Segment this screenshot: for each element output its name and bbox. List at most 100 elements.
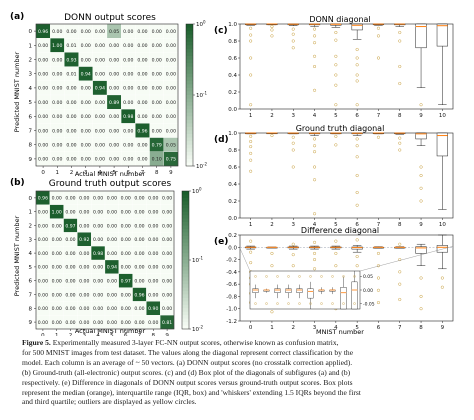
heatmap-b-cell-label: 0.00 — [121, 292, 131, 298]
colorbar-a-segment — [186, 95, 193, 100]
heatmap-a-x-tick-label: 4 — [98, 170, 102, 176]
boxplot-c-outlier — [334, 54, 338, 58]
heatmap-a-cell-label: 0.00 — [38, 157, 48, 163]
boxplot-e-outlier — [355, 254, 359, 259]
heatmap-a-cell-label: 0.00 — [137, 72, 147, 78]
colorbar-b-segment — [182, 273, 189, 278]
inset-e-y-tick-label: 0.05 — [363, 274, 373, 280]
colorbar-a-segment — [186, 119, 193, 124]
inset-e-outlier — [287, 275, 290, 278]
boxplot-d-outlier — [291, 165, 295, 169]
heatmap-b-y-tick-label: 1 — [29, 210, 33, 216]
heatmap-b-cell-label: 0.00 — [121, 320, 131, 326]
heatmap-b-cell-label: 0.97 — [121, 279, 131, 285]
boxplot-e-outlier — [334, 251, 338, 255]
boxplot-d-outlier — [419, 173, 423, 178]
heatmap-b-cell-label: 0.00 — [52, 251, 62, 257]
colorbar-b-tick-label: 10-2 — [192, 325, 203, 334]
heatmap-a-cell-label: 0.75 — [166, 157, 176, 163]
heatmap-a-y-tick-label: 5 — [29, 100, 33, 106]
heatmap-b-cell-label: 0.00 — [79, 320, 89, 326]
heatmap-b-cell-label: 0.00 — [121, 223, 131, 229]
inset-e-y-tick-label: 0.00 — [363, 288, 373, 294]
boxplot-d-x-tick-label: 3 — [292, 222, 296, 228]
boxplot-c-outlier — [355, 79, 359, 83]
heatmap-b-cell-label: 0.00 — [162, 265, 172, 271]
heatmap-a-cell-label: 0.00 — [52, 86, 62, 92]
heatmap-a-cell-label: 0.00 — [52, 100, 62, 106]
boxplot-e-y-tick-label: -0.6 — [226, 282, 237, 288]
boxplot-d-outlier — [334, 143, 338, 147]
boxplot-e-outlier — [313, 251, 317, 255]
heatmap-a-cell-label: 0.00 — [166, 29, 176, 35]
heatmap-a-cell-label: 0.00 — [38, 143, 48, 149]
heatmap-b-cell-label: 0.97 — [65, 223, 75, 229]
heatmap-a-cell-label: 0.00 — [38, 86, 48, 92]
inset-e-outlier — [320, 275, 323, 278]
colorbar-b-segment — [182, 228, 189, 233]
heatmap-a-cell-label: 0.00 — [166, 72, 176, 78]
boxplot-e-outlier — [398, 242, 402, 246]
heatmap-a-y-tick-label: 9 — [29, 157, 33, 163]
boxplot-c-x-tick-label: 9 — [419, 113, 423, 119]
heatmap-a-cell-label: 0.00 — [66, 114, 76, 120]
boxplot-c-y-tick-label: 0.4 — [228, 73, 237, 79]
boxplot-c-outlier — [249, 103, 253, 107]
heatmap-b-cell-label: 0.00 — [79, 223, 89, 229]
boxplot-d-y-tick-label: 0.2 — [228, 199, 237, 205]
inset-e-outlier — [265, 302, 268, 305]
heatmap-a-cell-label: 0.00 — [81, 114, 91, 120]
heatmap-b-cell-label: 0.00 — [65, 196, 75, 202]
inset-e-box — [351, 281, 358, 310]
panel-a-xlabel: Actual MNIST number — [75, 170, 146, 178]
boxplot-d-y-tick-label: 0.0 — [228, 216, 237, 222]
heatmap-a-cell-label: 0.00 — [95, 114, 105, 120]
heatmap-a-cell-label: 0.00 — [81, 57, 91, 63]
heatmap-b-cell-label: 0.00 — [134, 279, 144, 285]
heatmap-b-cell-label: 0.00 — [65, 265, 75, 271]
panel-c-title: DONN diagonal — [309, 15, 370, 24]
colorbar-a-segment — [186, 34, 193, 39]
colorbar-b-segment — [182, 315, 189, 320]
boxplot-e-outlier — [376, 301, 381, 305]
boxplot-d-x-tick-label: 5 — [334, 222, 338, 228]
heatmap-b-cell-label: 0.00 — [107, 223, 117, 229]
colorbar-b-segment — [182, 222, 189, 226]
boxplot-e-outlier — [249, 239, 253, 243]
heatmap-a-cell-label: 0.00 — [166, 43, 176, 49]
boxplot-e-y-tick-label: -0.8 — [226, 294, 237, 300]
heatmap-b-cell-label: 0.92 — [79, 237, 89, 243]
heatmap-b-cell-label: 0.00 — [134, 196, 144, 202]
boxplot-d-outlier — [398, 148, 402, 152]
boxplot-e-outlier — [313, 240, 317, 244]
heatmap-b-cell-label: 0.00 — [38, 292, 48, 298]
heatmap-a-cell-label: 0.00 — [152, 114, 162, 120]
inset-e-box — [307, 288, 314, 299]
heatmap-a-cell-label: 0.00 — [81, 100, 91, 106]
boxplot-c-y-tick-label: 0.8 — [228, 39, 237, 45]
boxplot-c-outlier — [355, 73, 359, 77]
heatmap-a-cell-label: 0.05 — [166, 143, 176, 149]
heatmap-a-cell-label: 0.00 — [123, 57, 133, 63]
heatmap-b-y-tick-label: 5 — [29, 265, 33, 271]
boxplot-c-outlier — [270, 34, 274, 38]
colorbar-a-segment — [186, 98, 193, 103]
boxplot-e-x-tick-label: 3 — [313, 325, 317, 331]
heatmap-b-cell-label: 0.00 — [38, 210, 48, 216]
boxplot-c-outlier — [291, 32, 295, 36]
heatmap-a-cell-label: 0.00 — [152, 100, 162, 106]
boxplot-d-outlier — [291, 135, 295, 139]
heatmap-b-cell-label: 0.00 — [107, 292, 117, 298]
figure-caption: Figure 5. Experimentally measured 3-laye… — [22, 338, 466, 407]
colorbar-a-tick-label: 10-1 — [196, 91, 207, 100]
heatmap-b-cell-label: 0.00 — [121, 196, 131, 202]
boxplot-d-y-tick-label: 0.6 — [228, 165, 237, 171]
heatmap-a-cell-label: 0.00 — [137, 157, 147, 163]
boxplot-e-outlier — [440, 276, 444, 280]
boxplot-d-outlier — [355, 190, 359, 195]
heatmap-a-cell-label: 0.00 — [109, 72, 119, 78]
boxplot-e-x-tick-label: 9 — [441, 325, 445, 331]
boxplot-e-outlier — [270, 310, 274, 314]
colorbar-a-segment — [186, 134, 193, 139]
heatmap-a-cell-label: 0.00 — [95, 100, 105, 106]
